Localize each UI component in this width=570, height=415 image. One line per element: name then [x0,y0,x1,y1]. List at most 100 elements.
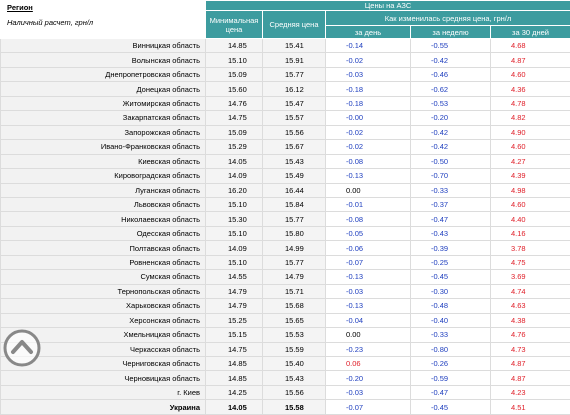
change-month: 4.51 [491,400,570,414]
change-day: -0.00 [326,111,411,125]
change-day: 0.00 [326,328,411,342]
change-day: -0.23 [326,342,411,356]
avg-price: 15.84 [263,197,326,211]
change-week: -0.42 [411,53,491,67]
change-day: -0.01 [326,197,411,211]
change-month: 4.87 [491,53,570,67]
change-month: 4.38 [491,313,570,327]
change-day: -0.04 [326,313,411,327]
region: Винницкая область [1,39,206,53]
min-price: 15.25 [206,313,263,327]
change-week: -0.30 [411,284,491,298]
change-day: -0.13 [326,169,411,183]
change-month: 4.74 [491,284,570,298]
change-day: -0.13 [326,270,411,284]
change-month: 4.87 [491,371,570,385]
group-header: Цены на АЗС [206,1,570,11]
change-month: 4.82 [491,111,570,125]
region: Ивано-Франковская область [1,140,206,154]
change-month: 4.60 [491,67,570,81]
change-month: 3.78 [491,241,570,255]
min-price: 15.30 [206,212,263,226]
change-day: -0.18 [326,82,411,96]
change-day: -0.03 [326,67,411,81]
min-price: 16.20 [206,183,263,197]
min-price: 15.09 [206,125,263,139]
change-week: -0.37 [411,197,491,211]
min-price: 15.15 [206,328,263,342]
change-day: 0.06 [326,356,411,370]
change-month: 4.23 [491,385,570,399]
avg-price: 14.99 [263,241,326,255]
region: Запорожская область [1,125,206,139]
min-price: 14.75 [206,111,263,125]
change-month: 4.90 [491,125,570,139]
change-week: -0.50 [411,154,491,168]
change-month: 4.27 [491,154,570,168]
avg-price: 15.40 [263,356,326,370]
avg-price: 16.44 [263,183,326,197]
avg-price: 15.59 [263,342,326,356]
avg-price: 15.68 [263,299,326,313]
change-week: -0.33 [411,183,491,197]
avg-price: 15.80 [263,226,326,240]
change-week: -0.26 [411,356,491,370]
change-month: 4.78 [491,96,570,110]
avg-price: 15.41 [263,39,326,53]
min-price: 15.10 [206,53,263,67]
min-price: 14.85 [206,356,263,370]
scroll-up-button[interactable] [2,328,42,368]
avg-price: 15.47 [263,96,326,110]
change-week: -0.53 [411,96,491,110]
region: Львовская область [1,197,206,211]
avg-price: 15.49 [263,169,326,183]
min-price: 14.09 [206,169,263,183]
min-price: 15.29 [206,140,263,154]
change-day: -0.08 [326,212,411,226]
region: Донецкая область [1,82,206,96]
min-price: 15.10 [206,255,263,269]
region: Черновицкая область [1,371,206,385]
change-week: -0.46 [411,67,491,81]
change-day: -0.02 [326,140,411,154]
change-week: -0.80 [411,342,491,356]
min-price: 14.85 [206,39,263,53]
avg-price: 15.53 [263,328,326,342]
change-week: -0.47 [411,212,491,226]
change-week: -0.43 [411,226,491,240]
change-month: 4.98 [491,183,570,197]
avg-price: 15.77 [263,255,326,269]
region: Закарпатская область [1,111,206,125]
avg-price: 15.43 [263,371,326,385]
min-price: 14.05 [206,400,263,414]
change-month: 4.87 [491,356,570,370]
region: Харьковская область [1,299,206,313]
change-day: -0.07 [326,255,411,269]
avg-price: 15.65 [263,313,326,327]
min-price: 14.09 [206,241,263,255]
change-day: -0.02 [326,125,411,139]
region: Полтавская область [1,241,206,255]
min-price: 14.55 [206,270,263,284]
avg-price: 15.91 [263,53,326,67]
change-week: -0.39 [411,241,491,255]
region: Луганская область [1,183,206,197]
region: Днепропетровская область [1,67,206,81]
change-day: -0.02 [326,53,411,67]
change-week: -0.59 [411,371,491,385]
